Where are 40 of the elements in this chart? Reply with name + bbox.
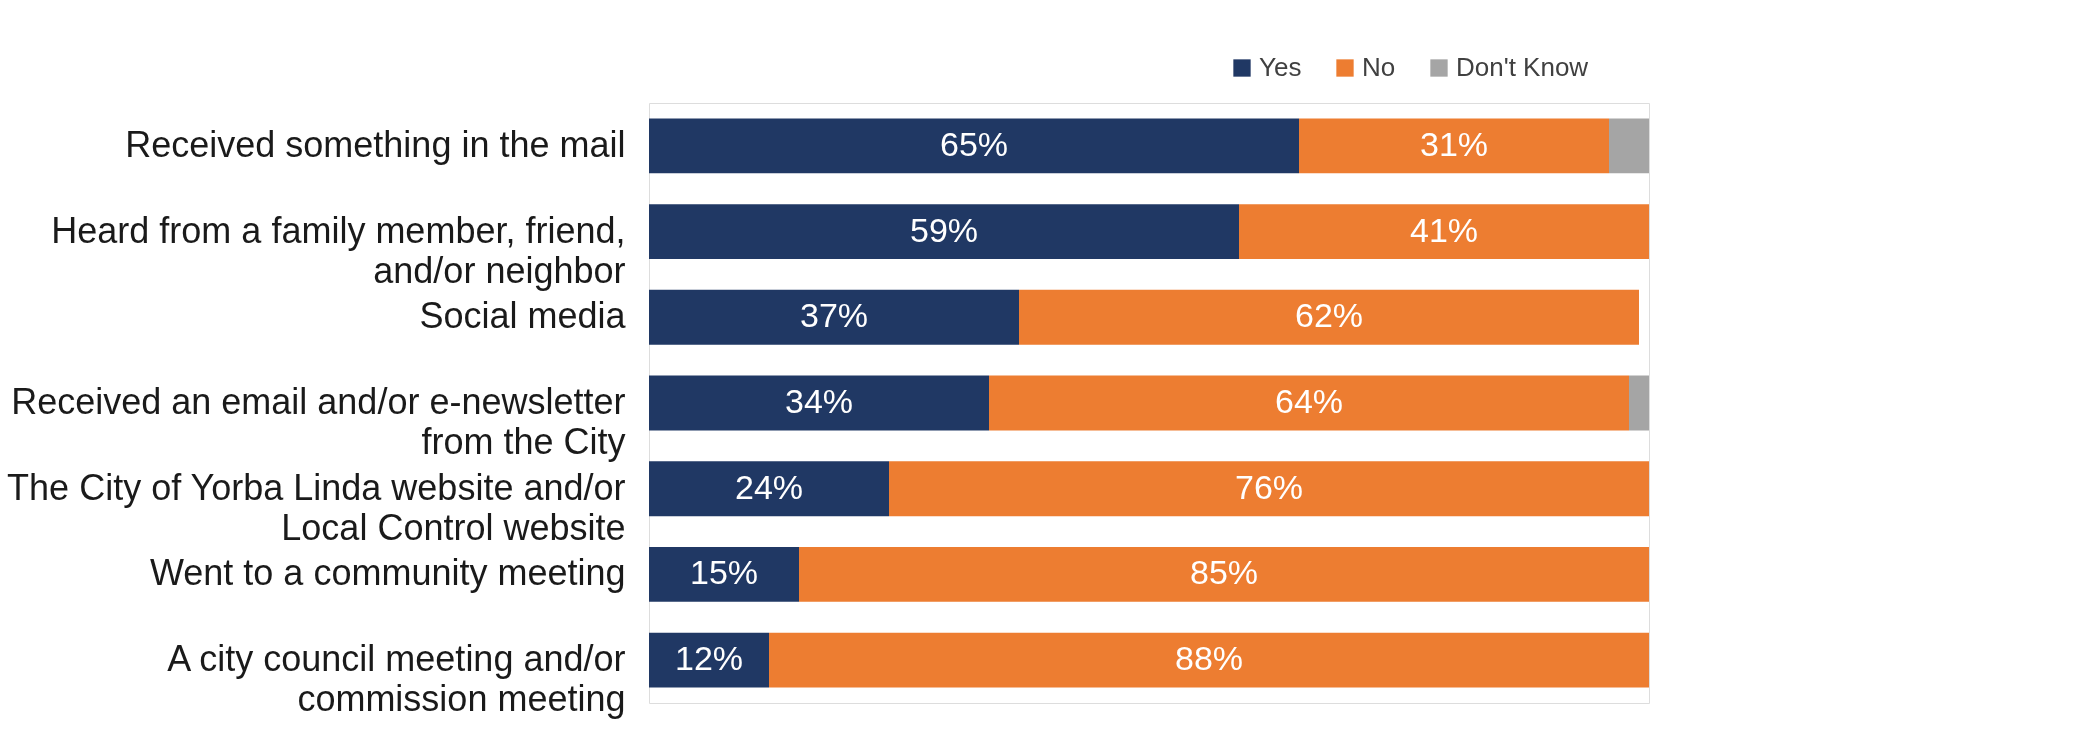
data-label: 37% [799, 296, 869, 335]
data-label: 76% [1234, 467, 1304, 506]
bar [1629, 375, 1649, 431]
bar [649, 461, 889, 517]
bar [649, 289, 1019, 345]
data-label: 24% [734, 467, 804, 506]
data-label: 62% [1294, 296, 1364, 335]
bar [1239, 204, 1649, 259]
bar [1609, 118, 1649, 174]
y-tick-label: Went to a community meeting [149, 552, 626, 594]
y-tick-label: Received something in the mail [125, 123, 626, 165]
legend-label: No [1362, 52, 1396, 82]
y-tick-label: Social media [419, 295, 627, 337]
data-label: 85% [1189, 553, 1259, 592]
data-label: 34% [784, 382, 854, 420]
bar [1019, 289, 1639, 345]
data-label: 65% [939, 124, 1009, 163]
bar [1299, 118, 1609, 174]
bar [649, 547, 799, 602]
data-label: 41% [1409, 210, 1479, 249]
y-tick-label: A city council meeting and/or commission meeting [167, 638, 626, 720]
data-label: 88% [1174, 639, 1244, 678]
bar [989, 375, 1629, 431]
data-label: 59% [909, 210, 979, 249]
data-label: 31% [1419, 124, 1489, 163]
bar [649, 375, 989, 431]
bar [649, 632, 769, 688]
data-label: 64% [1274, 382, 1344, 420]
data-label: 12% [674, 639, 744, 678]
legend-label: Don't Know [1456, 52, 1589, 82]
bar [769, 632, 1649, 688]
bar [649, 118, 1299, 174]
data-label: 15% [689, 553, 759, 592]
bar [889, 461, 1649, 517]
y-tick-label: The City of Yorba Linda website and/or Local Control website [7, 466, 626, 548]
legend-label: Yes [1259, 52, 1302, 82]
y-tick-label: Received an email and/or e-newsletter from the City [11, 381, 626, 462]
y-tick-label: Heard from a family member, friend, and/or neighbor [51, 209, 626, 291]
bar [799, 547, 1649, 602]
bar [649, 204, 1239, 259]
